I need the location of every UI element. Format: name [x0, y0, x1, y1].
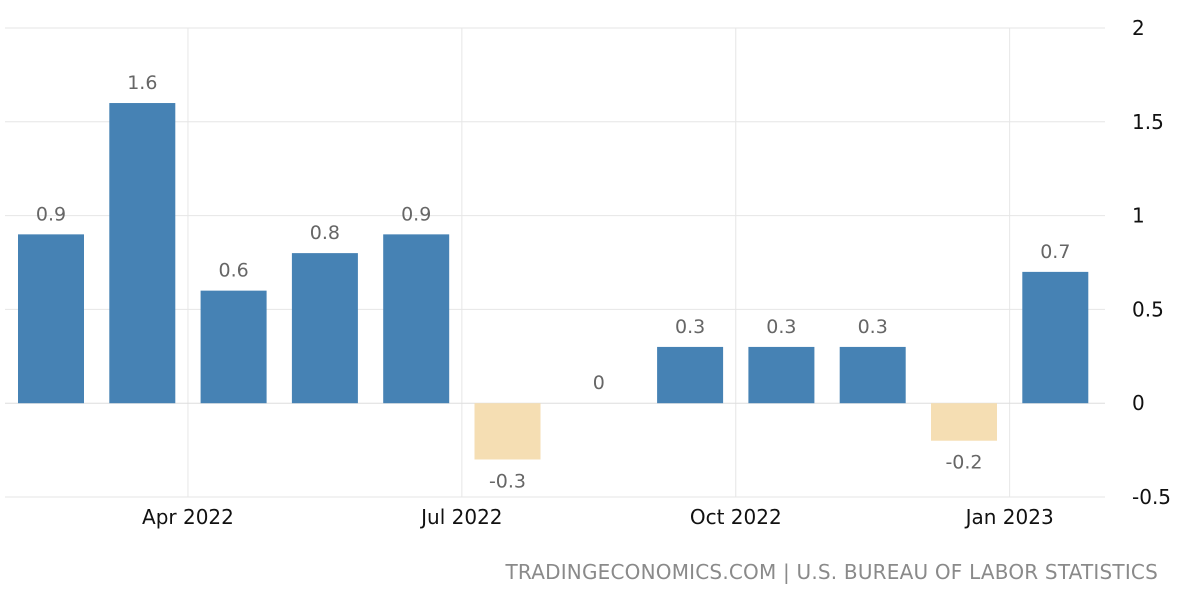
y-tick-label: 1	[1132, 204, 1145, 228]
y-tick-label: 0	[1132, 391, 1145, 415]
bar	[18, 234, 84, 404]
data-label: 0.3	[675, 316, 705, 338]
data-label: 0.7	[1040, 241, 1070, 263]
data-label: 0.3	[766, 316, 796, 338]
bar	[931, 403, 997, 441]
data-label: 0.3	[858, 316, 888, 338]
bar-series	[18, 103, 1089, 460]
data-label: -0.3	[489, 470, 526, 492]
x-tick-label: Jan 2023	[964, 505, 1054, 529]
data-label: 0	[593, 372, 605, 394]
bar	[839, 346, 906, 404]
bar	[109, 103, 176, 404]
x-tick-label: Jul 2022	[419, 505, 502, 529]
bar	[657, 346, 724, 404]
bar	[1022, 271, 1089, 404]
y-tick-label: -0.5	[1132, 485, 1171, 509]
bar	[200, 290, 267, 404]
x-axis-ticks: Apr 2022 Jul 2022 Oct 2022 Jan 2023	[142, 505, 1054, 529]
bar	[383, 234, 450, 404]
y-tick-label: 2	[1132, 16, 1145, 40]
data-label: 1.6	[127, 72, 157, 94]
y-tick-label: 0.5	[1132, 297, 1164, 321]
bar	[474, 403, 541, 460]
source-attribution: TRADINGECONOMICS.COM | U.S. BUREAU OF LA…	[505, 560, 1158, 584]
data-label: -0.2	[945, 452, 982, 474]
bar	[748, 346, 815, 404]
x-tick-label: Oct 2022	[690, 505, 782, 529]
data-label: 0.8	[310, 222, 340, 244]
horizontal-gridlines	[5, 27, 1105, 498]
data-labels: 0.9 1.6 0.6 0.8 0.9 -0.3 0 0.3 0.3 0.3 -0.2 0.7	[36, 72, 1071, 492]
y-axis-ticks: -0.5 0 0.5 1 1.5 2	[1132, 16, 1171, 509]
data-label: 0.9	[401, 203, 431, 225]
data-label: 0.6	[218, 260, 248, 282]
x-tick-label: Apr 2022	[142, 505, 234, 529]
bar	[291, 253, 358, 404]
y-tick-label: 1.5	[1132, 110, 1164, 134]
data-label: 0.9	[36, 203, 66, 225]
vertical-gridlines	[187, 28, 1011, 497]
